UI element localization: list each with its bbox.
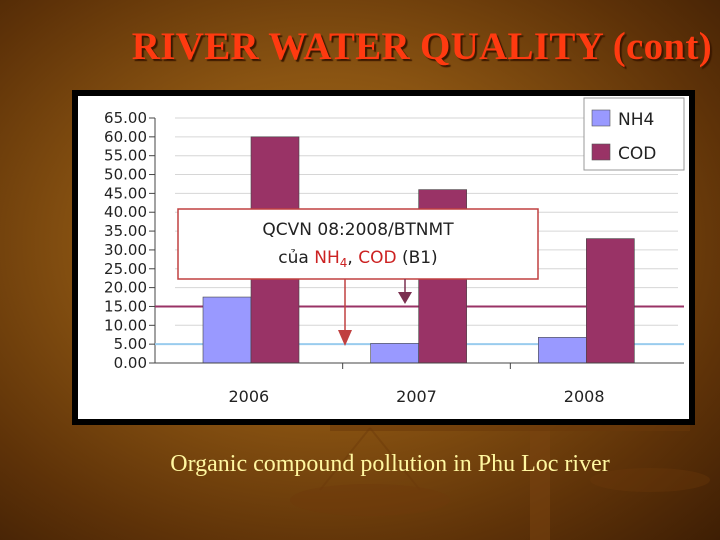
- slide-title: RIVER WATER QUALITY (cont): [131, 25, 712, 68]
- y-tick-label: 25.00: [104, 260, 147, 278]
- bar-nh4-2007: [370, 343, 419, 364]
- x-tick-label: 2008: [564, 387, 605, 406]
- y-tick-label: 55.00: [104, 147, 147, 165]
- annotation-box: [177, 208, 539, 280]
- balance-scale-decoration: [290, 420, 710, 540]
- legend-swatch-cod: [591, 143, 611, 161]
- annotation-line2: của NH4, COD (B1): [278, 248, 437, 270]
- annotation-arrowhead-cod: [398, 292, 412, 304]
- legend-swatch-nh4: [591, 109, 611, 127]
- annotation-arrowhead-nh4: [338, 330, 352, 346]
- bar-nh4-2006: [202, 296, 252, 364]
- y-tick-label: 65.00: [104, 109, 147, 127]
- bar-nh4-2008: [538, 337, 587, 364]
- y-tick-label: 10.00: [104, 316, 147, 334]
- y-tick-label: 60.00: [104, 128, 147, 146]
- legend-label-cod: COD: [618, 144, 656, 164]
- y-tick-label: 0.00: [114, 354, 147, 372]
- y-tick-label: 5.00: [114, 335, 147, 353]
- x-tick-label: 2006: [228, 387, 269, 406]
- y-tick-label: 50.00: [104, 166, 147, 184]
- chart-panel: 0.00 5.00 10.00 15.00 20.00 25.00 30.00 35.00 40…: [78, 96, 689, 419]
- x-tick-label: 2007: [396, 387, 437, 406]
- y-tick-label: 30.00: [104, 241, 147, 259]
- y-tick-label: 45.00: [104, 184, 147, 202]
- y-tick-label: 15.00: [104, 297, 147, 315]
- annotation-line1: QCVN 08:2008/BTNMT: [262, 220, 454, 240]
- y-tick-label: 35.00: [104, 222, 147, 240]
- bar-chart: 0.005.0010.0015.0020.0025.0030.0035.0040…: [104, 97, 685, 406]
- chart-frame: 0.00 5.00 10.00 15.00 20.00 25.00 30.00 35.00 40…: [72, 90, 695, 425]
- y-tick-label: 40.00: [104, 203, 147, 221]
- y-tick-label: 20.00: [104, 279, 147, 297]
- legend-label-nh4: NH4: [618, 110, 654, 130]
- bar-cod-2008: [586, 238, 635, 364]
- slide-caption: Organic compound pollution in Phu Loc ri…: [170, 451, 610, 477]
